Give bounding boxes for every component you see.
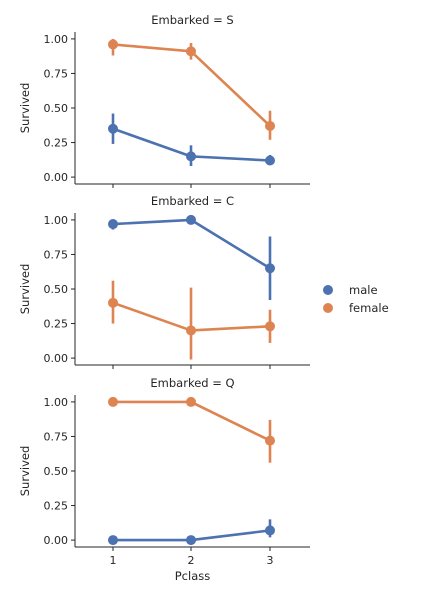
y-tick-label: 0.00: [44, 171, 69, 184]
y-tick-label: 0.50: [44, 283, 69, 296]
data-point-female: [265, 321, 275, 332]
y-tick-label: 0.75: [44, 67, 69, 80]
x-axis-title: Pclass: [175, 569, 210, 583]
panel-title: Embarked = Q: [150, 376, 234, 390]
y-tick-label: 0.50: [44, 465, 69, 478]
legend-marker-male: [323, 285, 333, 295]
data-point-male: [265, 525, 275, 536]
y-tick-label: 0.00: [44, 352, 69, 365]
data-point-male: [108, 123, 118, 134]
y-tick-label: 1.00: [44, 214, 69, 227]
y-axis-title: Survived: [18, 83, 32, 134]
panel-title: Embarked = C: [151, 194, 234, 208]
data-point-male: [186, 214, 196, 225]
x-tick-label: 1: [110, 554, 117, 567]
data-point-female: [186, 46, 196, 57]
legend-label-female: female: [349, 301, 389, 315]
y-tick-label: 1.00: [44, 396, 69, 409]
y-tick-label: 0.25: [44, 318, 69, 331]
data-point-female: [265, 120, 275, 131]
data-point-male: [265, 155, 275, 166]
y-tick-label: 0.50: [44, 102, 69, 115]
data-point-female: [108, 39, 118, 50]
data-point-male: [186, 535, 196, 546]
data-point-female: [108, 297, 118, 308]
data-point-female: [186, 325, 196, 336]
data-point-female: [265, 435, 275, 446]
y-tick-label: 0.25: [44, 500, 69, 513]
data-point-female: [186, 396, 196, 407]
y-tick-label: 0.75: [44, 248, 69, 261]
y-tick-label: 0.25: [44, 137, 69, 150]
panel-title: Embarked = S: [151, 13, 233, 27]
y-tick-label: 0.00: [44, 534, 69, 547]
data-point-female: [108, 396, 118, 407]
series-line-female: [113, 400, 271, 442]
data-point-male: [108, 219, 118, 230]
series-line-male: [112, 218, 271, 270]
y-tick-label: 0.75: [44, 430, 69, 443]
legend-marker-female: [323, 303, 333, 313]
data-point-male: [108, 535, 118, 546]
data-point-male: [265, 263, 275, 274]
legend-label-male: male: [349, 283, 378, 297]
y-axis-title: Survived: [18, 446, 32, 497]
x-tick-label: 3: [267, 554, 274, 567]
x-tick-label: 2: [188, 554, 195, 567]
y-tick-label: 1.00: [44, 33, 69, 46]
y-axis-title: Survived: [18, 264, 32, 315]
data-point-male: [186, 151, 196, 162]
